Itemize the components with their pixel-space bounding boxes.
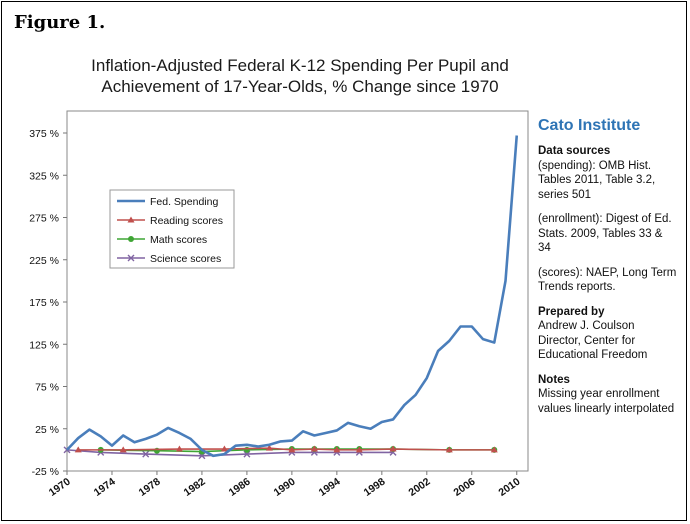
data-point-reading-scores <box>265 444 273 451</box>
data-point-reading-scores <box>490 446 498 453</box>
notes-text: Missing year enrollment values linearly … <box>538 388 675 415</box>
x-tick-label: 2006 <box>451 476 477 499</box>
data-point-reading-scores <box>74 446 82 453</box>
series-reading-scores <box>74 444 498 453</box>
scores-source: (scores): NAEP, Long Term Trends reports… <box>538 266 677 294</box>
x-tick-label: 1998 <box>362 476 388 499</box>
data-point-science-scores <box>142 450 150 458</box>
y-tick-label: 75 % <box>35 382 59 394</box>
data-point-reading-scores <box>333 446 341 453</box>
y-tick-label: 25 % <box>35 424 59 436</box>
series-fed-spending <box>66 135 519 458</box>
data-point-reading-scores <box>220 445 228 452</box>
data-point-reading-scores <box>389 445 397 452</box>
series-group <box>63 135 519 460</box>
chart-title-line-2: Achievement of 17-Year-Olds, % Change si… <box>101 77 499 96</box>
y-tick-label: 275 % <box>29 213 59 225</box>
y-tick-label: 225 % <box>29 255 59 267</box>
y-tick-label: 375 % <box>29 128 59 140</box>
chart-title: Inflation-Adjusted Federal K-12 Spending… <box>60 55 540 97</box>
prepared-heading: Prepared by <box>538 305 605 318</box>
legend-label-science-scores: Science scores <box>150 253 221 265</box>
notes-heading: Notes <box>538 373 570 386</box>
legend-label-math-scores: Math scores <box>150 234 207 246</box>
x-tick-label: 1970 <box>47 476 73 499</box>
plot-area <box>66 110 529 472</box>
data-point-reading-scores <box>355 446 363 453</box>
data-point-reading-scores <box>310 445 318 452</box>
y-tick-label: 125 % <box>29 339 59 351</box>
x-tick-label: 2010 <box>496 476 522 499</box>
org-name: Cato Institute <box>538 117 641 134</box>
y-tick-label: 175 % <box>29 297 59 309</box>
legend-marker-math-scores <box>128 236 134 242</box>
series-line-fed-spending <box>66 135 519 458</box>
y-axis: -25 % 25 % 75 % 125 % 175 % 225 % 275 % 325 % 37… <box>29 128 67 478</box>
x-tick-label: 1982 <box>182 476 208 499</box>
data-point-reading-scores <box>119 446 127 453</box>
legend-box <box>109 189 235 269</box>
spending-source: (spending): OMB Hist. Tables 2011, Table… <box>538 159 656 201</box>
prepared-by: Andrew J. Coulson <box>538 320 635 332</box>
legend: Fed. Spending Reading scores Math scores Sc… <box>109 189 235 269</box>
figure-label: Figure 1. <box>14 12 106 33</box>
x-tick-label: 2002 <box>407 476 433 499</box>
x-tick-label: 1994 <box>317 476 343 499</box>
data-sources-heading: Data sources <box>538 145 611 157</box>
x-tick-label: 1978 <box>137 476 163 499</box>
x-tick-label: 1990 <box>272 476 298 499</box>
sidebar: Cato Institute Data sources (spending): … <box>538 116 678 416</box>
legend-label-fed-spending: Fed. Spending <box>150 196 218 208</box>
prepared-title: Director, Center for Educational Freedom <box>538 334 648 362</box>
enrollment-source: (enrollment): Digest of Ed. Stats. 2009,… <box>538 213 672 254</box>
data-point-reading-scores <box>445 446 453 453</box>
chart-title-line-1: Inflation-Adjusted Federal K-12 Spending… <box>91 56 509 75</box>
data-point-reading-scores <box>175 445 183 452</box>
x-tick-label: 1974 <box>92 476 118 499</box>
legend-marker-reading-scores <box>127 216 135 223</box>
series-line-science-scores <box>66 449 394 457</box>
x-tick-label: 1986 <box>227 476 253 499</box>
x-axis: 1970 1974 1978 1982 1986 1990 1994 1998 2002 2006… <box>47 471 523 499</box>
series-line-reading-scores <box>78 447 495 451</box>
legend-marker-science-scores <box>127 254 135 262</box>
y-tick-label: 325 % <box>29 170 59 182</box>
legend-label-reading-scores: Reading scores <box>150 215 223 227</box>
data-point-reading-scores <box>288 446 296 453</box>
y-tick-label: -25 % <box>32 466 59 478</box>
